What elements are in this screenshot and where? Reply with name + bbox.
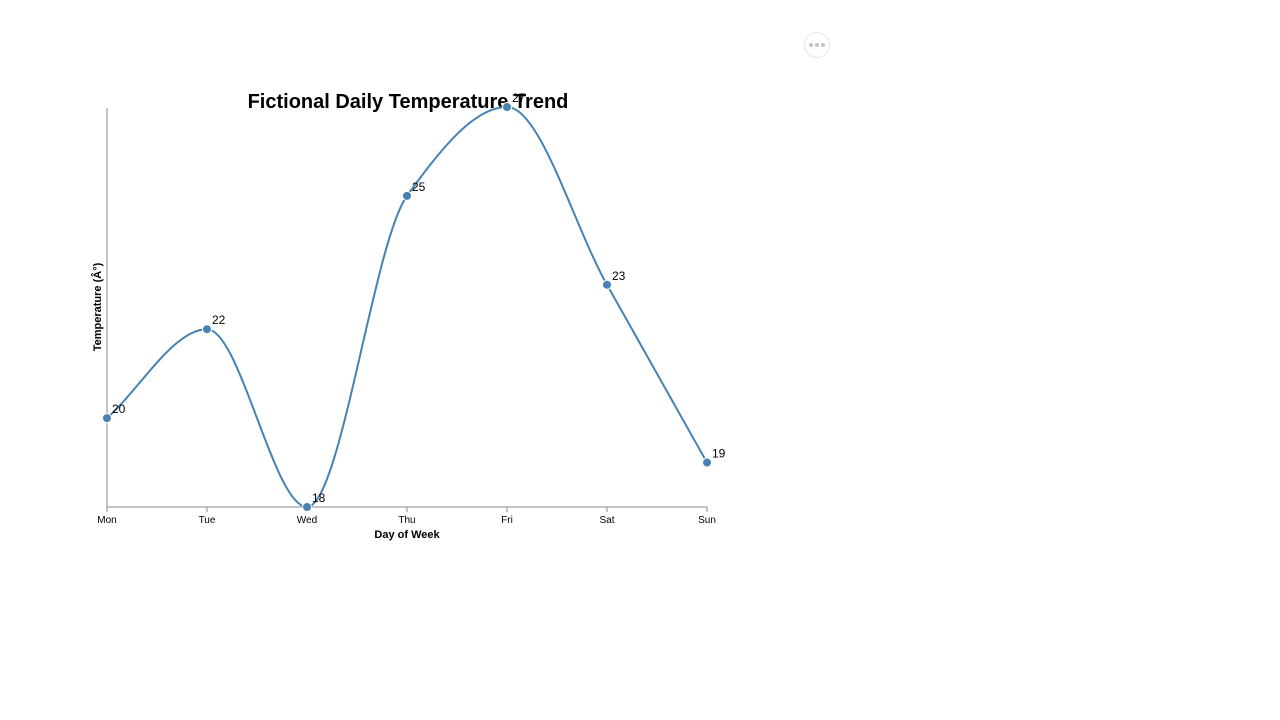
x-axis-title: Day of Week [374,529,440,541]
data-label-mon: 20 [112,402,126,416]
data-point-sun[interactable] [702,457,712,468]
y-axis-title: Temperature (Â°) [91,262,104,351]
temperature-series-line [106,105,708,509]
axes [106,108,707,508]
chart-menu-button[interactable] [804,32,830,58]
x-axis-ticks: Mon Tue Wed Thu Fri Sat Sun [97,507,716,526]
x-tick-label: Sat [599,515,614,526]
data-points [102,102,712,512]
x-tick-label: Fri [501,515,513,526]
data-point-tue[interactable] [202,324,212,335]
more-horizontal-icon [809,43,813,47]
data-label-sat: 23 [612,269,626,283]
data-point-wed[interactable] [302,502,312,512]
data-point-sat[interactable] [602,279,612,290]
x-tick-label: Thu [398,515,415,526]
data-label-wed: 18 [312,491,326,505]
data-point-thu[interactable] [402,190,412,201]
data-label-sun: 19 [712,447,726,461]
x-tick-label: Tue [199,515,216,526]
data-label-thu: 25 [412,180,426,194]
data-point-fri[interactable] [502,102,512,112]
chart-title: Fictional Daily Temperature Trend [248,91,569,113]
x-tick-label: Sun [698,515,716,526]
more-horizontal-icon-dot [815,43,819,47]
x-tick-label: Mon [97,515,116,526]
data-label-fri: 27 [512,91,526,105]
data-point-mon[interactable] [102,413,112,424]
more-horizontal-icon-dot [821,43,825,47]
data-labels: 20 22 18 25 27 23 19 [112,91,726,505]
x-tick-label: Wed [297,515,317,526]
data-label-tue: 22 [212,313,226,327]
